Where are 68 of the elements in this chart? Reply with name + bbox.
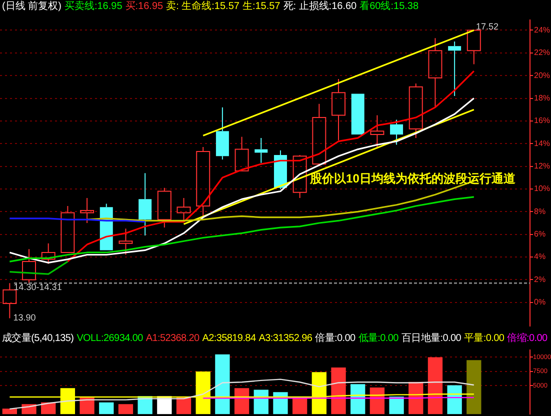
text: A1:52368.20 bbox=[146, 333, 200, 344]
y-tick-label: 0% bbox=[534, 298, 546, 307]
candlestick bbox=[196, 146, 210, 218]
annotation: 17.52 bbox=[476, 22, 498, 32]
bar bbox=[447, 385, 462, 414]
text: 死: 止损线:16.60 bbox=[283, 1, 357, 12]
candlestick bbox=[60, 205, 75, 253]
text: 百日地量:0.00 bbox=[401, 333, 461, 344]
y-tick-label: 18% bbox=[534, 93, 550, 102]
candlestick bbox=[448, 41, 462, 96]
bar bbox=[350, 384, 366, 414]
bar bbox=[466, 360, 482, 414]
text: 看60线:15.38 bbox=[360, 1, 419, 12]
candlestick bbox=[41, 242, 56, 264]
text: A3:31352.96 bbox=[258, 333, 312, 344]
text: 倍缩:0.00 bbox=[507, 333, 548, 344]
bar bbox=[389, 396, 404, 414]
bar bbox=[292, 397, 308, 414]
y-tick-label: 12% bbox=[534, 162, 550, 170]
bar bbox=[370, 388, 385, 414]
bar bbox=[215, 354, 230, 414]
y-tick-label: 14% bbox=[534, 138, 550, 148]
bar bbox=[176, 397, 192, 414]
candlestick bbox=[80, 198, 94, 224]
bar bbox=[254, 390, 268, 414]
annotation: 13.90 bbox=[13, 312, 36, 323]
candlestick bbox=[176, 198, 191, 222]
y-tick-label: 24% bbox=[534, 25, 550, 34]
annotation: 股价以10日均线为依托的波段运行通道 bbox=[309, 172, 516, 186]
text: A2:35819.84 bbox=[202, 333, 256, 344]
bar bbox=[331, 368, 346, 414]
chart-title: 成交量(5,40,135) bbox=[2, 333, 74, 344]
candlestick bbox=[408, 83, 423, 138]
candlestick bbox=[466, 30, 481, 65]
y-tick-label: 2% bbox=[534, 274, 546, 284]
text: 买卖线:16.95 bbox=[64, 1, 122, 12]
text: VOLL:26934.00 bbox=[76, 333, 143, 344]
candlestick bbox=[157, 187, 172, 228]
annotation: 14.30-14.31 bbox=[14, 282, 62, 292]
bar bbox=[118, 404, 134, 414]
bar bbox=[2, 408, 17, 414]
y-tick-label: 16% bbox=[534, 116, 550, 126]
text: 卖: 生命线:15.57 bbox=[166, 1, 240, 12]
y-tick-label: 4% bbox=[534, 252, 546, 262]
bar bbox=[99, 402, 114, 414]
candlestick bbox=[234, 136, 249, 172]
text: 买:16.95 bbox=[125, 1, 164, 12]
candlestick bbox=[428, 38, 442, 108]
candlestick bbox=[312, 103, 326, 167]
text: 低量:0.00 bbox=[358, 333, 398, 344]
y-tick-label: 10% bbox=[534, 184, 550, 194]
chart-title: (日线 前复权) bbox=[2, 1, 62, 12]
text: 平量:0.00 bbox=[464, 333, 504, 344]
y-tick-label: 6% bbox=[534, 230, 546, 239]
candlestick bbox=[216, 106, 229, 160]
candlestick bbox=[138, 172, 152, 236]
y-tick-label: 8% bbox=[534, 206, 546, 216]
bar bbox=[234, 388, 250, 414]
candlestick bbox=[390, 119, 404, 146]
text: 倍量:0.00 bbox=[315, 333, 356, 344]
candlestick bbox=[332, 78, 346, 141]
text: 生:15.57 bbox=[242, 1, 280, 12]
y-tick-label: 22% bbox=[534, 48, 550, 58]
y-tick-label: 20% bbox=[534, 70, 550, 80]
candlestick bbox=[118, 228, 133, 256]
bar bbox=[428, 357, 443, 414]
candlestick bbox=[370, 114, 384, 149]
candlestick bbox=[22, 248, 36, 284]
